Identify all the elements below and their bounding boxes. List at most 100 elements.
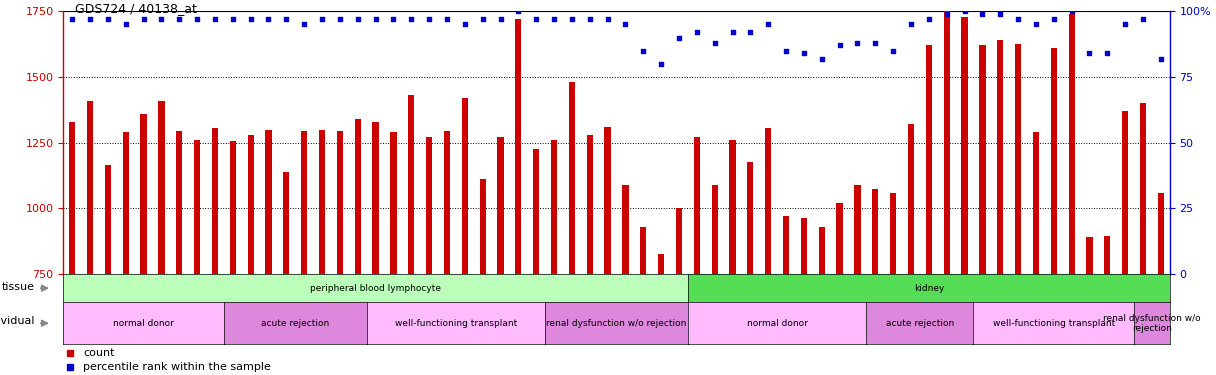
- Point: [438, 16, 457, 22]
- Bar: [1122, 111, 1128, 274]
- Bar: [569, 82, 575, 274]
- Bar: [283, 172, 289, 274]
- Text: kidney: kidney: [913, 284, 944, 292]
- Bar: [230, 141, 236, 274]
- Point: [687, 29, 706, 35]
- Point: [938, 11, 957, 17]
- Point: [1026, 21, 1046, 27]
- Text: GDS724 / 40138_at: GDS724 / 40138_at: [75, 2, 197, 15]
- Point: [294, 21, 314, 27]
- Point: [545, 16, 564, 22]
- Point: [598, 16, 618, 22]
- Point: [330, 16, 350, 22]
- Bar: [86, 100, 94, 274]
- Point: [1062, 8, 1081, 14]
- Bar: [818, 227, 824, 274]
- Text: well-functioning transplant: well-functioning transplant: [395, 319, 517, 328]
- Bar: [248, 135, 254, 274]
- Bar: [479, 180, 485, 274]
- Bar: [693, 137, 700, 274]
- Point: [384, 16, 404, 22]
- Text: renal dysfunction w/o rejection: renal dysfunction w/o rejection: [546, 319, 687, 328]
- Point: [973, 11, 992, 17]
- Bar: [1015, 44, 1021, 274]
- Bar: [1051, 48, 1057, 274]
- Bar: [516, 19, 522, 274]
- Bar: [801, 217, 807, 274]
- Point: [1080, 50, 1099, 56]
- Bar: [390, 132, 396, 274]
- Bar: [337, 131, 343, 274]
- Bar: [837, 203, 843, 274]
- Point: [848, 40, 867, 46]
- Bar: [908, 124, 914, 274]
- Point: [580, 16, 599, 22]
- Bar: [69, 122, 75, 274]
- Text: normal donor: normal donor: [113, 319, 174, 328]
- Bar: [765, 128, 771, 274]
- Bar: [551, 140, 557, 274]
- Bar: [658, 254, 664, 274]
- Point: [919, 16, 939, 22]
- Point: [98, 16, 118, 22]
- Bar: [640, 227, 647, 274]
- Point: [491, 16, 511, 22]
- Bar: [711, 185, 717, 274]
- Point: [1045, 16, 1064, 22]
- Point: [955, 8, 974, 14]
- Bar: [123, 132, 129, 274]
- Point: [615, 21, 635, 27]
- Text: individual: individual: [0, 316, 35, 326]
- Text: count: count: [83, 348, 114, 358]
- Bar: [533, 149, 540, 274]
- Point: [1008, 16, 1028, 22]
- Text: percentile rank within the sample: percentile rank within the sample: [83, 362, 271, 372]
- Bar: [302, 131, 308, 274]
- Bar: [730, 140, 736, 274]
- Bar: [783, 216, 789, 274]
- Point: [259, 16, 278, 22]
- Text: normal donor: normal donor: [747, 319, 807, 328]
- Bar: [1032, 132, 1038, 274]
- Bar: [1104, 236, 1110, 274]
- Bar: [212, 128, 218, 274]
- Bar: [979, 45, 985, 274]
- Bar: [872, 189, 878, 274]
- Bar: [195, 140, 201, 274]
- Bar: [944, 11, 950, 274]
- Text: renal dysfunction w/o rejection: renal dysfunction w/o rejection: [1103, 314, 1200, 333]
- Point: [152, 16, 171, 22]
- Bar: [890, 193, 896, 274]
- Bar: [176, 131, 182, 274]
- Bar: [158, 100, 164, 274]
- Bar: [105, 165, 111, 274]
- Point: [420, 16, 439, 22]
- Bar: [319, 129, 325, 274]
- Text: peripheral blood lymphocyte: peripheral blood lymphocyte: [310, 284, 441, 292]
- Bar: [426, 137, 432, 274]
- Point: [116, 21, 135, 27]
- Point: [562, 16, 581, 22]
- Point: [366, 16, 385, 22]
- Point: [401, 16, 421, 22]
- Bar: [676, 209, 682, 274]
- Point: [652, 61, 671, 67]
- Bar: [1139, 103, 1147, 274]
- Point: [473, 16, 492, 22]
- Point: [1098, 50, 1118, 56]
- Point: [901, 21, 921, 27]
- Bar: [855, 185, 861, 274]
- Point: [1133, 16, 1153, 22]
- Point: [776, 48, 795, 54]
- Point: [759, 21, 778, 27]
- Text: tissue: tissue: [1, 282, 35, 292]
- Point: [1115, 21, 1135, 27]
- Bar: [586, 135, 593, 274]
- Point: [794, 50, 814, 56]
- Bar: [925, 45, 931, 274]
- Point: [866, 40, 885, 46]
- Point: [348, 16, 367, 22]
- Bar: [997, 40, 1003, 274]
- Bar: [372, 122, 378, 274]
- Point: [741, 29, 760, 35]
